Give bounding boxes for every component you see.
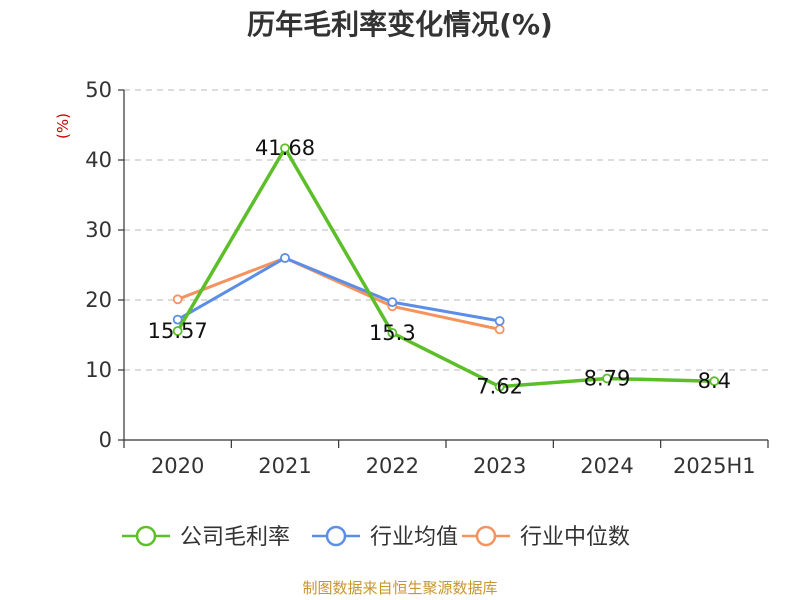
legend-label: 行业均值 [370, 525, 458, 550]
y-axis-label: (%) [54, 113, 72, 139]
y-tick-label: 50 [85, 78, 112, 102]
series-line [176, 256, 500, 323]
legend-label: 行业中位数 [520, 525, 630, 550]
data-point [172, 326, 183, 336]
series-line [176, 146, 715, 389]
data-point [709, 376, 720, 387]
data-point [172, 294, 183, 305]
data-point [172, 314, 183, 325]
data-label: 7.62 [476, 375, 523, 399]
data-point [280, 143, 290, 154]
legend-item: 行业均值 [312, 525, 458, 550]
grid-lines [124, 89, 768, 371]
legend-marker-icon [325, 525, 347, 547]
data-point [280, 253, 290, 263]
y-tick-label: 10 [85, 358, 112, 382]
legend: 公司毛利率 行业均值 行业中位数 [122, 525, 630, 550]
x-tick-label: 2020 [151, 454, 204, 478]
axes: 0 10 20 30 40 50 2020 2021 2022 2023 2024 2025H1 [85, 78, 769, 478]
data-point [494, 316, 505, 326]
y-tick-label: 0 [99, 428, 112, 452]
data-label: 15.57 [148, 319, 208, 343]
legend-item: 行业中位数 [462, 525, 630, 550]
data-point [602, 373, 612, 384]
data-labels: 15.57 41.68 15.3 7.62 8.79 8.4 [148, 136, 731, 398]
data-point [494, 381, 505, 392]
legend-marker-icon [475, 525, 497, 547]
series-lines [172, 143, 720, 392]
y-tick-label: 20 [85, 288, 112, 312]
data-label: 8.79 [584, 366, 631, 390]
chart-title: 历年毛利率变化情况(%) [247, 8, 553, 41]
data-label: 15.3 [369, 321, 416, 345]
x-tick-label: 2025H1 [673, 454, 756, 478]
y-tick-label: 40 [85, 148, 112, 172]
data-point [494, 324, 505, 335]
legend-item: 公司毛利率 [122, 525, 290, 550]
y-tick-label: 30 [85, 218, 112, 242]
data-label: 8.4 [698, 369, 731, 393]
data-label: 41.68 [255, 136, 315, 160]
data-point [387, 297, 398, 308]
series-line [177, 256, 500, 331]
legend-marker-icon [135, 525, 157, 547]
x-tick-label: 2021 [258, 454, 311, 478]
x-tick-label: 2024 [580, 454, 633, 478]
data-point [387, 327, 398, 338]
x-tick-label: 2023 [473, 454, 526, 478]
x-tick-label: 2022 [366, 454, 419, 478]
data-source-note: 制图数据来自恒生聚源数据库 [302, 579, 498, 597]
legend-label: 公司毛利率 [180, 525, 290, 550]
